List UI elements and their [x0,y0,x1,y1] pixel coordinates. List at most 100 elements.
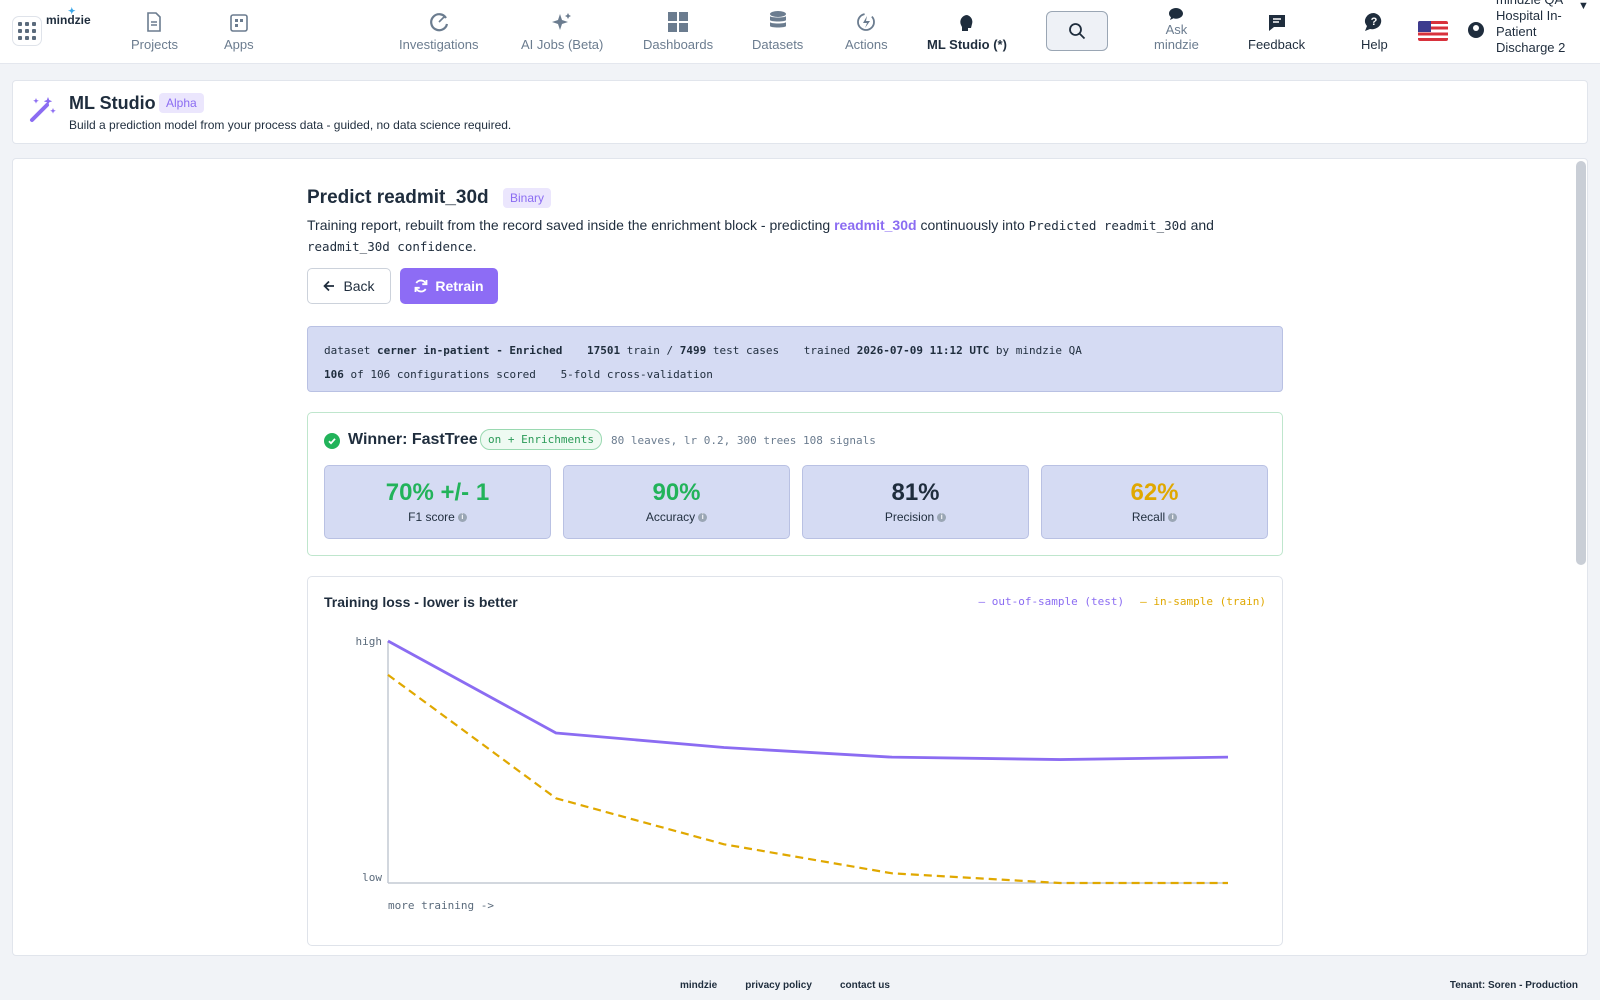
info-icon[interactable]: i [1168,512,1178,522]
training-report-card: Predict readmit_30d Binary Training repo… [12,158,1588,956]
legend-train-label: in-sample (train) [1153,595,1266,608]
scrollbar-thumb[interactable] [1576,161,1586,565]
nav-dashboards-label: Dashboards [643,37,714,52]
x-axis-label: more training -> [388,899,494,912]
nav-projects[interactable]: Projects [131,6,178,58]
nav-ai-jobs[interactable]: AI Jobs (Beta) [521,6,603,58]
metric-card-recall: 62% Recall i [1041,465,1268,539]
nav-dashboards[interactable]: Dashboards [643,6,713,58]
app-launcher-button[interactable] [12,16,42,46]
user-menu[interactable]: mindzie QA Hospital In-Patient Discharge… [1496,0,1580,56]
apps-icon [230,14,248,32]
refresh-icon [414,279,428,293]
brain-icon [960,15,973,31]
user-name: mindzie QA [1496,0,1580,8]
desc-end: . [472,238,477,254]
sparkles-icon [552,13,572,30]
winner-title: Winner: FastTree [348,431,478,448]
nav-datasets[interactable]: Datasets [752,6,803,58]
feedback-icon [1268,15,1285,31]
desc-mid: continuously into [920,217,1025,233]
metric-label: Accuracy [645,510,696,524]
search-button[interactable] [1046,11,1108,51]
nav-feedback[interactable]: Feedback [1248,6,1305,58]
info-icon[interactable]: i [457,512,467,522]
nav-ask-line1: Ask [1165,22,1188,37]
meta-dataset-label: dataset [324,344,371,357]
meta-test-label: test cases [712,344,780,357]
report-title: Predict readmit_30d [307,187,489,208]
svg-text:?: ? [1371,16,1378,28]
chart-legend: — out-of-sample (test) — in-sample (trai… [978,595,1266,608]
meta-trained-label: trained [803,344,851,357]
nav-actions-label: Actions [845,37,888,52]
metric-card-accuracy: 90% Accuracy i [563,465,790,539]
retrain-button[interactable]: Retrain [400,268,498,304]
metric-value: 81% [891,479,940,506]
info-icon[interactable]: i [937,512,947,522]
document-icon [147,12,162,32]
meta-configs-scored: 106 [324,368,344,381]
back-button[interactable]: Back [307,268,391,304]
target-column: readmit_30d [834,217,917,233]
mindzie-logo[interactable]: ✦ mindzie [46,6,91,27]
report-description: Training report, rebuilt from the record… [307,215,1287,257]
metric-value: 90% [652,479,701,506]
metric-card-precision: 81% Precision i [802,465,1029,539]
page-title: ML Studio [69,93,156,113]
nav-actions[interactable]: Actions [845,6,888,58]
nav-ask-mindzie[interactable]: Ask mindzie [1154,6,1199,58]
train-loss-line [387,673,1228,885]
desc-prefix: Training report, rebuilt from the record… [307,217,831,233]
user-project: Hospital In-Patient Discharge 2 [1496,8,1566,55]
retrain-button-label: Retrain [435,278,484,294]
database-icon [769,11,786,28]
top-navigation: ✦ mindzie Projects Apps Investigations A… [0,0,1600,64]
alpha-badge: Alpha [159,93,204,113]
nav-apps[interactable]: Apps [224,6,254,58]
desc-and: and [1190,217,1214,233]
y-tick-low: low [362,871,382,884]
meta-cv-label: 5-fold cross-validation [560,368,713,381]
investigations-icon [429,13,448,32]
caret-down-icon[interactable]: ▼ [1578,0,1589,12]
metric-card-f1: 70% +/- 1 F1 score i [324,465,551,539]
meta-line-2: 106 of 106 configurations scored 5-fold … [324,363,1266,387]
metric-label: F1 score [408,510,455,524]
meta-train-label: train / [626,344,674,357]
nav-investigations[interactable]: Investigations [399,6,479,58]
chart-title: Training loss - lower is better [324,594,518,610]
confidence-column: readmit_30d confidence [307,239,473,254]
nav-ask-line2: mindzie [1154,37,1199,52]
legend-train: — in-sample (train) [1140,595,1266,608]
y-tick-high: high [356,635,383,648]
logo-spark-icon: ✦ [68,6,76,16]
us-flag-icon[interactable] [1418,21,1448,41]
user-icon[interactable] [1468,22,1484,38]
training-loss-chart: Training loss - lower is better — out-of… [307,576,1283,946]
back-button-label: Back [343,278,375,294]
training-metadata: dataset cerner in-patient - Enriched 175… [307,326,1283,392]
binary-badge: Binary [503,188,552,208]
nav-ai-jobs-label: AI Jobs (Beta) [521,37,604,52]
legend-test: — out-of-sample (test) [978,595,1125,608]
footer-link-mindzie[interactable]: mindzie [680,980,718,991]
nav-help[interactable]: ? Help [1361,6,1388,58]
footer-links: mindzie privacy policy contact us [680,980,890,991]
dashboard-icon [668,12,689,32]
meta-test-count: 7499 [679,344,707,357]
meta-dataset-name: cerner in-patient - Enriched [376,344,563,357]
nav-investigations-label: Investigations [399,37,479,52]
meta-trained-at: 2026-07-09 11:12 UTC [856,344,990,357]
nav-feedback-label: Feedback [1248,37,1306,52]
legend-test-label: out-of-sample (test) [991,595,1125,608]
nav-ml-studio[interactable]: ML Studio (*) [927,6,1007,58]
info-icon[interactable]: i [698,512,708,522]
logo-text: mindzie [46,13,91,27]
meta-line-1: dataset cerner in-patient - Enriched 175… [324,339,1266,363]
footer-link-privacy[interactable]: privacy policy [745,980,812,991]
search-icon [1069,23,1086,40]
footer-link-contact[interactable]: contact us [839,980,890,991]
output-column: Predicted readmit_30d [1028,218,1187,233]
metric-value: 70% +/- 1 [385,479,490,506]
